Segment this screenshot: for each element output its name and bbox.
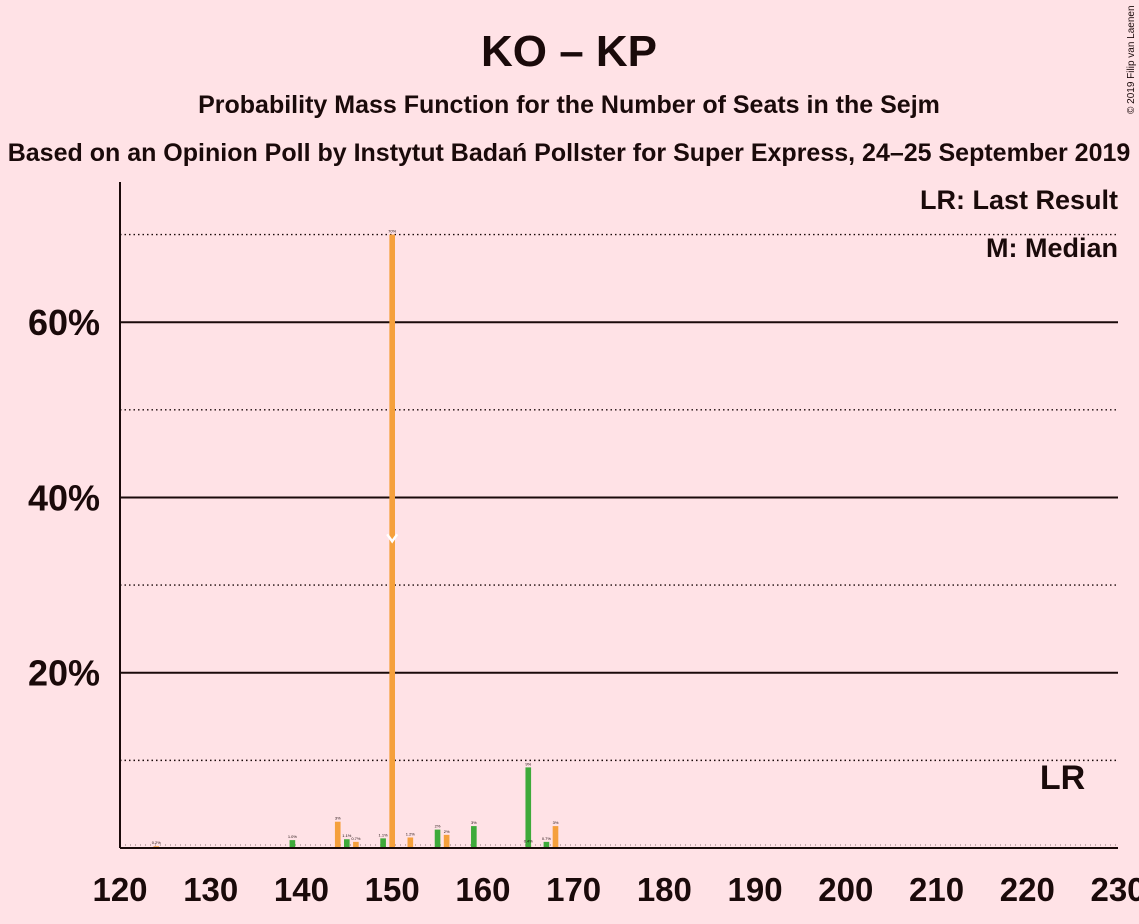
y-axis-ticks: 20% 40% 60% <box>28 302 100 694</box>
x-tick-label: 230 <box>1090 871 1139 908</box>
gridlines <box>120 233 1118 846</box>
bar-seat-144 <box>334 821 341 848</box>
bar-seat-145 <box>344 839 350 848</box>
x-tick-label: 220 <box>1000 871 1055 908</box>
data-label-seat-139: 1.0% <box>288 834 298 839</box>
x-tick-label: 180 <box>637 871 692 908</box>
chart-title: KO – KP <box>481 27 657 76</box>
legend-last-result: LR: Last Result <box>920 185 1118 215</box>
y-tick-label: 20% <box>28 653 100 694</box>
y-tick-label: 60% <box>28 302 100 343</box>
x-tick-label: 130 <box>183 871 238 908</box>
bar-seat-156 <box>443 834 450 848</box>
bar-seat-152 <box>407 837 414 848</box>
data-labels: 0.2% 3% 0.7% 70% 1.2% 2% 0.4% 3% 1.0% 1.1% 1.1% 2% 3… <box>152 229 559 846</box>
data-label-seat-146: 0.7% <box>351 836 361 841</box>
x-tick-label: 170 <box>546 871 601 908</box>
x-axis-ticks: 120 130 140 150 160 170 180 190 200 210 220 230 <box>92 871 1139 908</box>
data-label-seat-159: 3% <box>471 820 477 825</box>
x-tick-label: 160 <box>455 871 510 908</box>
data-label-seat-144: 3% <box>335 816 341 821</box>
x-tick-label: 150 <box>365 871 420 908</box>
x-tick-label: 190 <box>728 871 783 908</box>
chart-subtitle: Probability Mass Function for the Number… <box>198 91 940 119</box>
x-tick-label: 210 <box>909 871 964 908</box>
legend-median: M: Median <box>986 233 1118 263</box>
x-tick-label: 120 <box>92 871 147 908</box>
data-label-seat-145: 1.1% <box>342 833 352 838</box>
data-label-seat-165: 0.4% <box>524 838 534 843</box>
bar-seat-139 <box>289 840 296 848</box>
data-label-seat-152: 1.2% <box>406 831 416 836</box>
x-tick-label: 200 <box>818 871 873 908</box>
bar-seat-159 <box>471 826 477 848</box>
bar-seat-167 <box>543 841 550 848</box>
data-label-seat-156: 2% <box>444 829 450 834</box>
axes <box>119 182 1118 849</box>
bars <box>153 234 559 848</box>
bar-seat-149 <box>380 838 386 848</box>
bar-seat-155 <box>434 829 441 848</box>
data-label-seat-124: 0.2% <box>152 840 162 845</box>
y-tick-label: 40% <box>28 477 100 518</box>
data-label-seat-165: 9% <box>525 761 531 766</box>
bar-seat-146 <box>353 841 359 848</box>
last-result-label: LR <box>1040 759 1085 797</box>
copyright: © 2019 Filip van Laenen <box>1126 5 1137 114</box>
data-label-seat-168: 3% <box>553 820 559 825</box>
data-label-seat-150: 70% <box>388 229 396 234</box>
bar-seat-165 <box>525 767 532 848</box>
data-label-seat-167: 0.7% <box>542 836 552 841</box>
x-tick-label: 140 <box>274 871 329 908</box>
data-label-seat-149: 1.1% <box>379 832 389 837</box>
data-label-seat-155: 2% <box>435 824 441 829</box>
bar-seat-168 <box>552 826 559 848</box>
markers: LR <box>386 533 1085 797</box>
median-marker <box>386 533 399 544</box>
chart-subtitle-source: Based on an Opinion Poll by Instytut Bad… <box>8 139 1131 167</box>
